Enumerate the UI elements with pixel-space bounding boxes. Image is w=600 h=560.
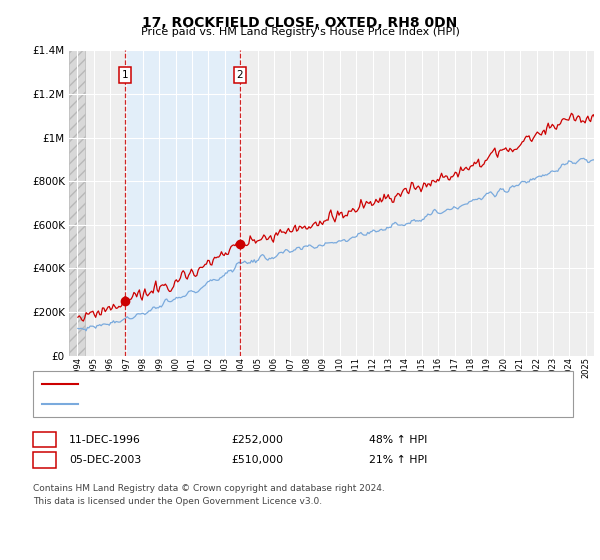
Text: £252,000: £252,000 (231, 435, 283, 445)
Text: 2: 2 (41, 455, 48, 465)
Text: 48% ↑ HPI: 48% ↑ HPI (369, 435, 427, 445)
Text: £510,000: £510,000 (231, 455, 283, 465)
Text: 1: 1 (122, 70, 128, 80)
Text: 21% ↑ HPI: 21% ↑ HPI (369, 455, 427, 465)
Text: 17, ROCKFIELD CLOSE, OXTED, RH8 0DN: 17, ROCKFIELD CLOSE, OXTED, RH8 0DN (142, 16, 458, 30)
Bar (125, 50, 240, 356)
Text: Price paid vs. HM Land Registry's House Price Index (HPI): Price paid vs. HM Land Registry's House … (140, 27, 460, 37)
Text: 2: 2 (236, 70, 243, 80)
Text: 05-DEC-2003: 05-DEC-2003 (69, 455, 141, 465)
Text: 17, ROCKFIELD CLOSE, OXTED, RH8 0DN (detached house): 17, ROCKFIELD CLOSE, OXTED, RH8 0DN (det… (85, 379, 379, 389)
Text: HPI: Average price, detached house, Tandridge: HPI: Average price, detached house, Tand… (85, 399, 319, 409)
Text: 1: 1 (41, 435, 48, 445)
Text: 11-DEC-1996: 11-DEC-1996 (69, 435, 141, 445)
Text: Contains HM Land Registry data © Crown copyright and database right 2024.
This d: Contains HM Land Registry data © Crown c… (33, 484, 385, 506)
Bar (69, 50, 85, 356)
